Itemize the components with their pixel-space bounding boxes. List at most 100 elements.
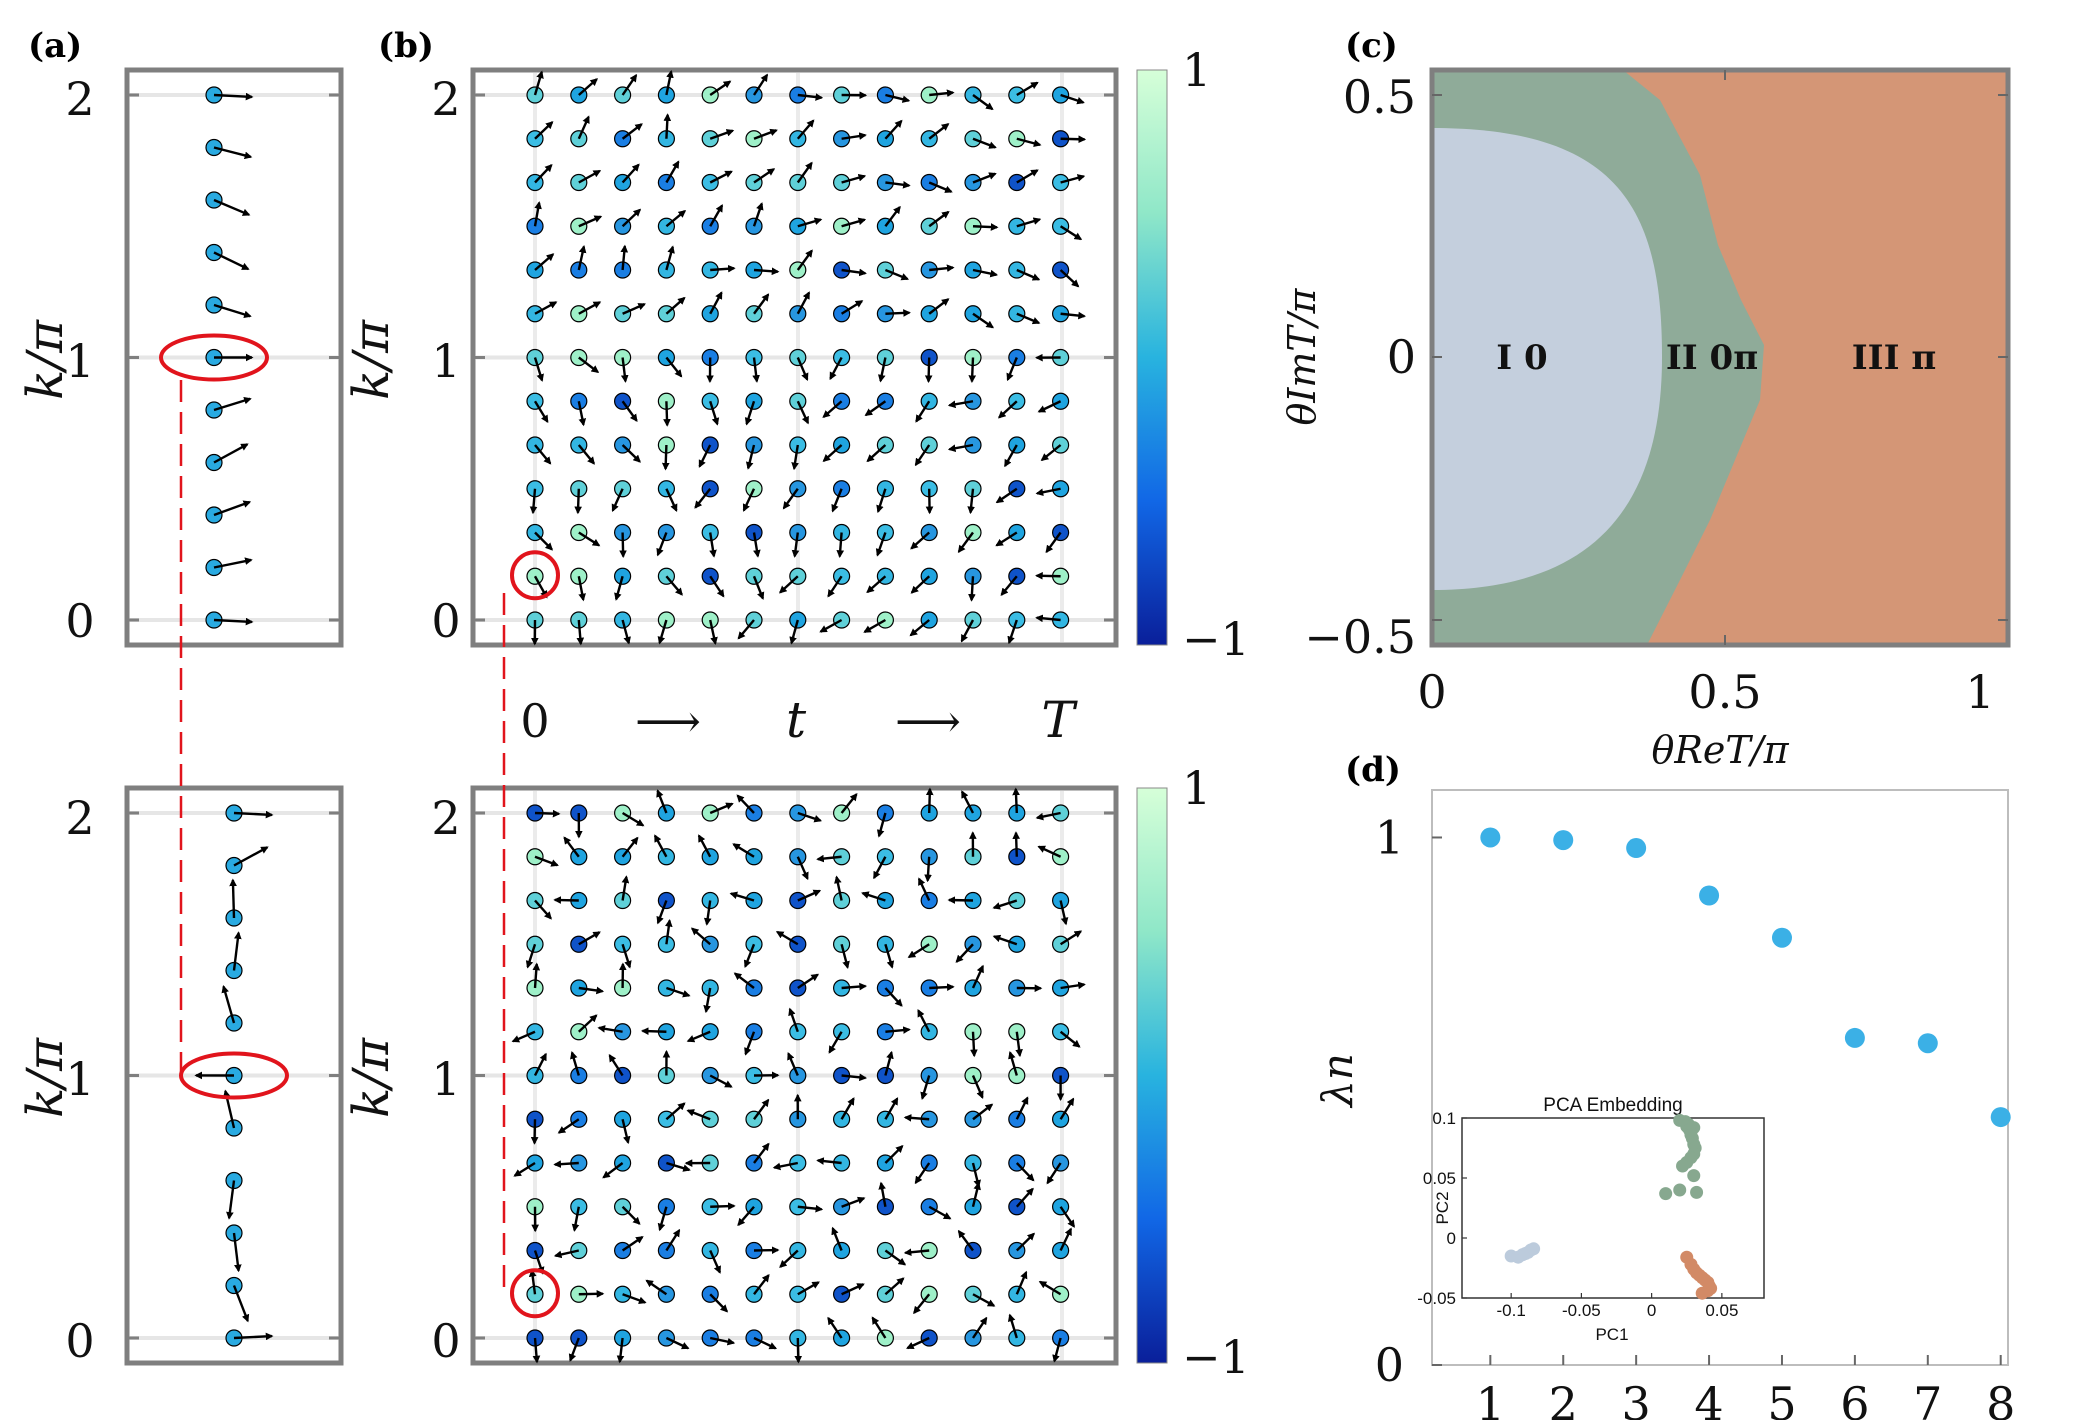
spin-marker bbox=[789, 348, 809, 381]
spin-marker bbox=[701, 1241, 721, 1274]
spin-marker bbox=[745, 73, 769, 104]
spin-marker bbox=[225, 1276, 250, 1323]
spin-marker bbox=[570, 301, 602, 323]
spin-marker bbox=[789, 161, 813, 192]
spin-marker bbox=[1008, 305, 1041, 325]
spin-marker bbox=[737, 1198, 763, 1227]
spin-marker bbox=[920, 298, 950, 323]
spin-marker bbox=[613, 611, 632, 645]
d-ytick: 1 bbox=[1375, 810, 1404, 864]
spin-marker bbox=[570, 78, 598, 104]
spin-marker bbox=[832, 935, 851, 969]
spin-marker bbox=[909, 611, 938, 637]
spin-marker bbox=[832, 130, 867, 148]
time-start: 0 bbox=[520, 694, 549, 748]
inset-xtick: -0.05 bbox=[1562, 1301, 1601, 1320]
spin-marker bbox=[822, 392, 851, 419]
spin-marker bbox=[832, 979, 868, 997]
spin-marker bbox=[1046, 1154, 1070, 1185]
spin-marker bbox=[789, 1093, 807, 1128]
spin-marker bbox=[903, 1110, 938, 1128]
highlight-ellipse bbox=[159, 333, 269, 382]
spin-marker bbox=[1035, 480, 1070, 498]
spin-marker bbox=[1051, 930, 1083, 953]
spin-marker bbox=[863, 611, 895, 633]
k-ticks-a-top: 2 1 0 bbox=[65, 72, 94, 648]
spin-marker bbox=[876, 205, 901, 235]
spin-marker bbox=[745, 168, 776, 192]
spin-marker bbox=[526, 253, 555, 279]
spin-marker bbox=[829, 348, 851, 381]
spin-marker bbox=[876, 979, 903, 1007]
spin-marker bbox=[907, 935, 938, 959]
spin-marker bbox=[789, 804, 823, 823]
spin-marker bbox=[686, 1023, 719, 1043]
spin-marker bbox=[613, 567, 632, 601]
phase-label-II: II 0π bbox=[1666, 338, 1758, 378]
spin-marker bbox=[876, 86, 911, 104]
spin-marker bbox=[657, 1102, 686, 1128]
spin-marker bbox=[876, 1023, 911, 1041]
spin-marker bbox=[964, 831, 982, 866]
spin-marker bbox=[205, 296, 252, 319]
inset-title: PCA Embedding bbox=[1543, 1095, 1682, 1116]
spin-marker bbox=[701, 1198, 736, 1216]
spin-marker bbox=[526, 1052, 547, 1085]
spin-marker bbox=[570, 804, 588, 839]
spin-marker bbox=[701, 1285, 729, 1313]
spin-marker bbox=[832, 300, 864, 323]
spin-marker bbox=[613, 303, 646, 323]
spin-marker bbox=[903, 1241, 938, 1260]
spin-marker bbox=[613, 163, 640, 192]
spin-marker bbox=[553, 1154, 588, 1172]
spin-marker bbox=[816, 1154, 851, 1172]
k-ticks-b-top: 2 1 0 bbox=[431, 72, 460, 648]
spin-marker bbox=[701, 523, 719, 558]
spin-marker bbox=[789, 1198, 824, 1216]
spin-marker bbox=[570, 348, 600, 374]
spin-marker bbox=[745, 1274, 770, 1303]
spin-marker bbox=[657, 209, 687, 235]
spin-marker bbox=[657, 480, 678, 512]
d-xtick: 6 bbox=[1840, 1377, 1869, 1420]
spin-marker bbox=[789, 119, 815, 148]
spin-marker bbox=[1051, 130, 1087, 148]
c-ytick-mid: 0 bbox=[1387, 330, 1416, 384]
spin-marker bbox=[789, 217, 823, 235]
spin-marker bbox=[866, 567, 895, 594]
spin-marker bbox=[964, 1285, 996, 1307]
spin-marker bbox=[827, 1316, 851, 1347]
spin-marker bbox=[701, 348, 719, 384]
k-axis-label-a-bottom: k/π bbox=[16, 1037, 74, 1118]
spin-marker bbox=[657, 392, 676, 427]
spin-marker bbox=[657, 1154, 691, 1172]
spin-marker bbox=[831, 1226, 851, 1260]
spin-marker bbox=[526, 567, 548, 599]
spin-marker bbox=[736, 794, 763, 822]
spin-marker bbox=[1006, 348, 1026, 382]
spin-marker bbox=[1038, 1280, 1070, 1303]
spin-marker bbox=[613, 123, 643, 148]
spin-marker bbox=[789, 86, 824, 104]
spin-marker bbox=[1004, 436, 1026, 468]
spin-marker bbox=[920, 123, 950, 148]
spin-marker bbox=[917, 877, 938, 910]
spin-marker bbox=[1008, 1232, 1036, 1260]
pca-point-II bbox=[1673, 1183, 1687, 1197]
spin-marker bbox=[1008, 217, 1042, 235]
spin-marker bbox=[789, 973, 820, 997]
spin-marker bbox=[526, 301, 558, 323]
phase-label-III: III π bbox=[1852, 338, 1936, 378]
spin-marker bbox=[657, 1329, 690, 1350]
spin-marker bbox=[1035, 611, 1070, 629]
spin-marker bbox=[861, 891, 895, 910]
c-xtick-1: 1 bbox=[1965, 665, 1994, 719]
spin-marker bbox=[744, 1023, 763, 1056]
spin-marker bbox=[920, 1066, 938, 1100]
spin-marker bbox=[964, 480, 982, 515]
spin-marker bbox=[526, 163, 553, 192]
spin-marker bbox=[645, 1279, 676, 1303]
spin-marker bbox=[1007, 1313, 1026, 1347]
k-axis-label-a-top: k/π bbox=[16, 319, 74, 400]
spin-marker bbox=[613, 836, 639, 866]
